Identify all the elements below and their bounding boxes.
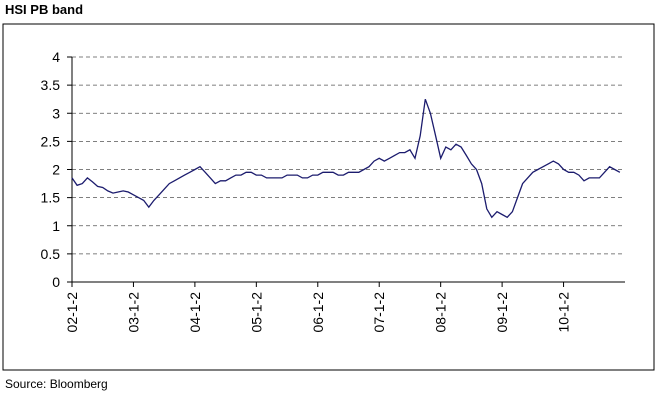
chart-frame	[2, 23, 655, 371]
y-tick-label: 3	[52, 105, 60, 121]
y-tick-label: 3.5	[41, 77, 61, 93]
source: Source: Bloomberg	[5, 377, 108, 391]
x-tick-label: 10-1-2	[556, 292, 572, 333]
y-tick-label: 1.5	[41, 190, 61, 206]
x-tick-label: 09-1-2	[494, 292, 510, 333]
y-tick-label: 2.5	[41, 133, 61, 149]
x-tick-label: 05-1-2	[248, 292, 264, 333]
y-tick-label: 0.5	[41, 246, 61, 262]
x-tick-label: 03-1-2	[125, 292, 141, 333]
y-tick-label: 4	[52, 49, 60, 65]
x-tick-label: 02-1-2	[64, 292, 80, 333]
x-tick-label: 06-1-2	[310, 292, 326, 333]
data-line	[71, 98, 621, 219]
x-tick-label: 07-1-2	[371, 292, 387, 333]
y-tick-label: 1	[52, 218, 60, 234]
y-tick-label: 2	[52, 162, 60, 178]
chart-title: HSI PB band	[5, 2, 83, 17]
x-tick-label: 04-1-2	[187, 292, 203, 333]
y-tick-label: 0	[52, 274, 60, 290]
x-tick-label: 08-1-2	[433, 292, 449, 333]
